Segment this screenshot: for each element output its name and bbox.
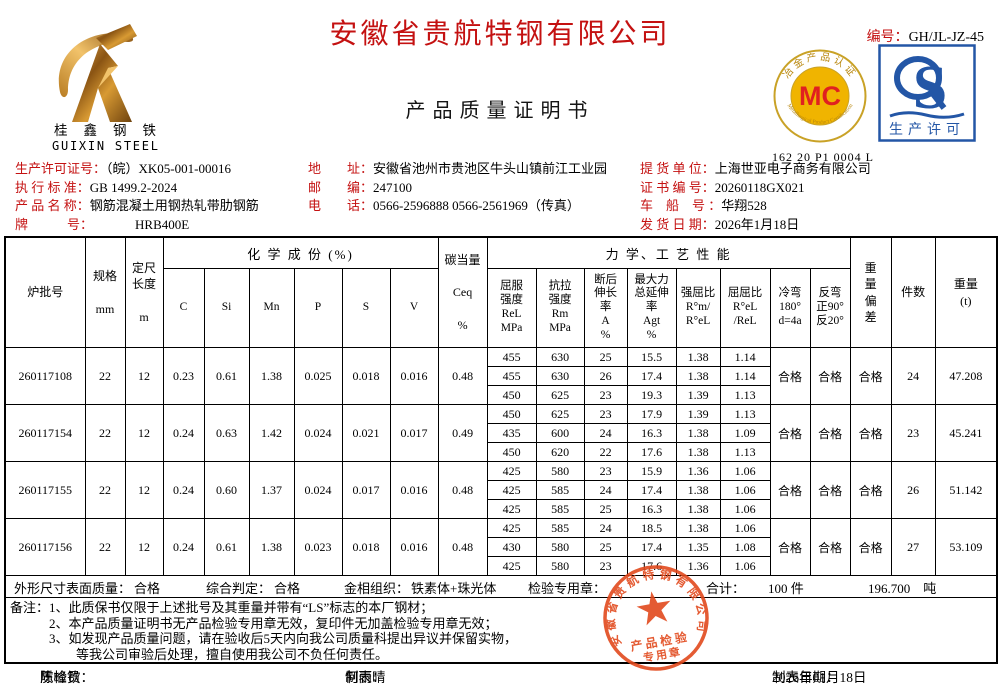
col-header-rel-ratio: 屈屈比 R°eL /ReL [719,268,771,348]
total-label: 合计： [706,581,746,596]
dimension-quality-value: 合格 [134,581,161,596]
remark-line: 2、本产品质量证明书无产品检验专用章无效，复印件无加盖检验专用章无效； [49,615,498,631]
info-row: 证 书 编 号：20260118GX021 [640,179,805,195]
table-row: 260117108 22 12 0.23 0.61 1.38 0.025 0.0… [4,347,998,405]
remark-line: 1、此质保书仅限于上述批号及其重量并带有“LS”标志的本厂钢材； [49,600,434,615]
total-pieces: 100 件 [768,581,804,596]
mc-letters: MC [799,81,841,111]
qs-label: 生产许可 [889,122,965,138]
remarks-label: 备注： [10,600,50,615]
remarks-lines: 1、此质保书仅限于上述批号及其重量并带有“LS”标志的本厂钢材； 2、本产品质量… [49,600,517,662]
col-header-V: V [389,268,439,348]
col-header-C: C [162,268,205,348]
col-header-Si: Si [203,268,250,348]
info-row: 发 货 日 期：2026年1月18日 [640,216,800,232]
info-row: 产 品 名 称：钢筋混凝土用钢热轧带肋钢筋 [15,198,259,213]
remark-line: 等我公司审验后处理，擅自使用我公司不负任何责任。 [76,646,389,662]
col-header-heat: 炉批号 [4,236,86,348]
col-header-S: S [341,268,391,348]
qs-licence-mark: S 生产许可 [878,44,976,147]
info-column-left: 生产许可证号：（皖）XK05-001-00016 执 行 标 准：GB 1499… [15,160,259,234]
col-header-rm-rel-ratio: 强屈比 R°m/ R°eL [675,268,721,348]
certificate-number-value: GH/JL-JZ-45 [908,30,984,45]
overall-judgement-label: 综合判定： [206,581,272,596]
table-row: 425 585 25 16.3 1.38 1.06 [5,499,997,519]
logo-en-text: GUIXIN STEEL [52,139,158,153]
mc-certification-mark: 冶金产品认证 Metallurgical Product Certificati… [772,48,875,165]
info-row: 电 话：0566-2596888 0566-2561969（传真） [308,198,580,213]
col-header-weight-dev: 重 量 偏 差 [849,236,892,348]
metallographic-label: 金相组织： [344,581,410,596]
info-row: 地 址：安徽省池州市贵池区牛头山镇前江工业园 [308,161,608,176]
qs-logo-icon: S 生产许可 [878,44,976,142]
heat-number: 260117155 [4,461,86,519]
certificate-number: 编号：GH/JL-JZ-45 [867,26,984,46]
col-header-reverse-bend: 反弯 正90° 反20° [809,268,851,348]
heat-number: 260117108 [4,347,86,405]
page-title: 安徽省贵航特钢有限公司 [329,19,671,50]
col-header-spec: 规格 mm [84,236,126,348]
col-header-cold-bend: 冷弯 180° d=4a [769,268,811,348]
info-row: 邮 编：247100 [308,179,413,195]
col-header-Mn: Mn [248,268,295,348]
guixin-steel-logo: 桂 鑫 钢 铁 GUIXIN STEEL [38,20,170,154]
col-header-weight: 重量 (t) [934,236,998,348]
col-header-pieces: 件数 [890,236,936,348]
remark-line: 3、如发现产品质量问题，请在验收后5天内向我公司质量科提出异议并保留实物， [49,631,518,646]
info-row: 提 货 单 位：上海世亚电子商务有限公司 [640,161,871,176]
mc-logo-icon: 冶金产品认证 Metallurgical Product Certificati… [773,49,867,143]
group-header-chemistry: 化 学 成 份 (%) [162,236,439,269]
page-subtitle: 产品质量证明书 [405,100,595,122]
col-header-elongation: 断后 伸长 率 A % [583,268,628,348]
total-weight: 196.700 吨 [868,581,937,596]
heat-number: 260117156 [4,518,86,576]
heat-number: 260117154 [4,404,86,462]
logo-cn-text: 桂 鑫 钢 铁 [54,122,157,138]
col-header-rel: 屈服 强度 ReL MPa [486,268,537,348]
table-row: 260117156 22 12 0.24 0.61 1.38 0.023 0.0… [4,518,998,576]
table-row: 430 580 25 17.4 1.35 1.08 [5,537,997,557]
col-header-agt: 最大力 总延伸 率 Agt % [626,268,677,348]
group-header-mechanical: 力 学、工 艺 性 能 [486,236,851,269]
col-header-rm: 抗拉 强度 Rm MPa [535,268,585,348]
info-row: 执 行 标 准：GB 1499.2-2024 [15,179,178,195]
table-row: 260117154 22 12 0.24 0.63 1.42 0.024 0.0… [4,404,998,462]
info-column-middle: 地 址：安徽省池州市贵池区牛头山镇前江工业园 邮 编：247100 电 话：05… [308,160,607,216]
dimension-quality-label: 外形尺寸表面质量： [14,581,132,596]
mc-code: 162 20 P1 0004 L [772,150,875,164]
info-row: 车 船 号 ：华翔528 [640,198,767,213]
table-row: 450 625 23 19.3 1.39 1.13 [5,385,997,405]
table-row: 450 620 22 17.6 1.38 1.13 [5,442,997,462]
col-header-ceq: 碳当量 Ceq % [437,236,488,348]
col-header-length: 定尺 长度 m [124,236,164,348]
table-row: 260117155 22 12 0.24 0.60 1.37 0.024 0.0… [4,461,998,519]
certificate-number-label: 编号： [866,30,909,45]
table-row: 435 600 24 16.3 1.38 1.09 [5,423,997,443]
logo-graphic-icon: 桂 鑫 钢 铁 GUIXIN STEEL [52,24,158,153]
metallographic-value: 铁素体+珠光体 [411,581,497,596]
info-row: 牌 号： HRB400E [15,216,190,232]
overall-judgement-value: 合格 [274,581,301,596]
quality-data-table: 炉批号 规格 mm 定尺 长度 m 化 学 成 份 (%) 碳当量 Ceq % … [4,236,999,664]
col-header-P: P [293,268,343,348]
remarks-row: 备注： 1、此质保书仅限于上述批号及其重量并带有“LS”标志的本厂钢材； 2、本… [4,597,998,664]
info-column-right: 提 货 单 位：上海世亚电子商务有限公司 证 书 编 号：20260118GX0… [640,160,871,234]
inspection-seal-label: 检验专用章： [528,581,607,596]
qs-letter-s: S [913,54,947,122]
summary-row: 外形尺寸表面质量： 合格 综合判定： 合格 金相组织： 铁素体+珠光体 检验专用… [4,575,998,598]
info-row: 生产许可证号：（皖）XK05-001-00016 [15,161,231,176]
